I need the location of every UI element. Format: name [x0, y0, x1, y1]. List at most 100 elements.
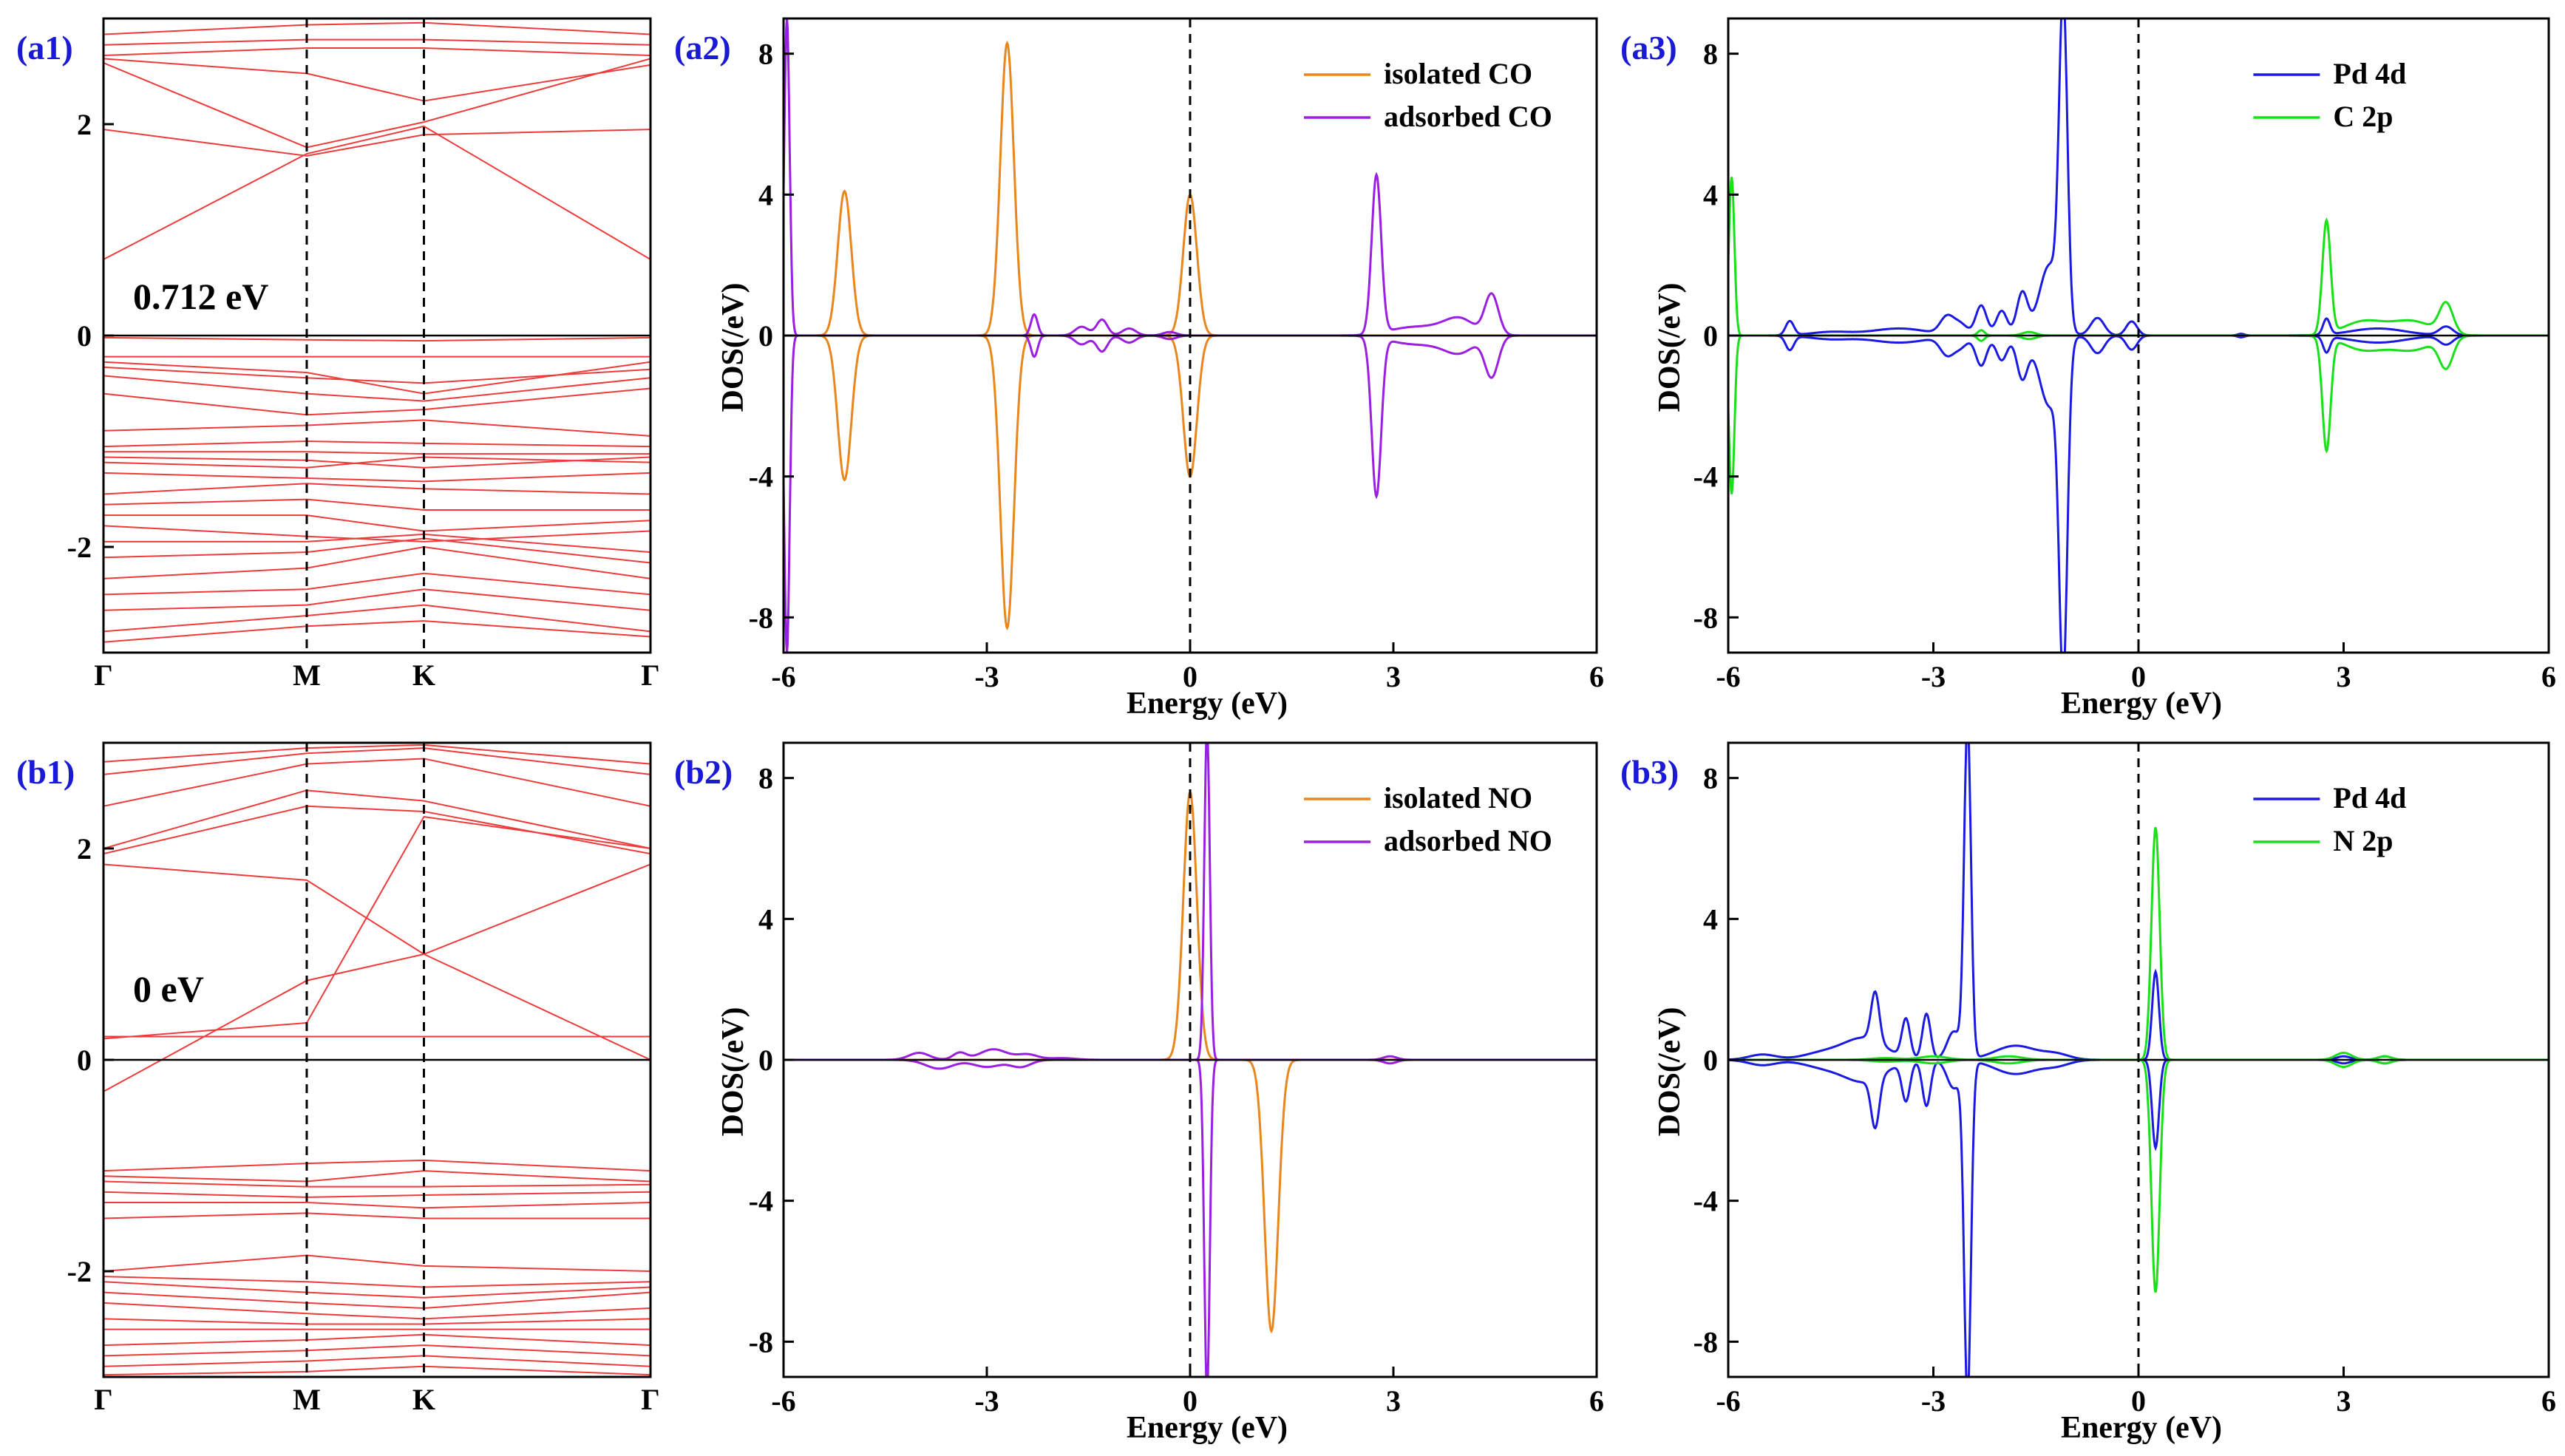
y-tick-label: 2 — [77, 832, 92, 865]
x-tick-label: Γ — [94, 1383, 112, 1416]
x-tick-label: K — [412, 659, 435, 692]
x-tick-label: 0 — [1183, 660, 1197, 693]
band-line — [103, 744, 650, 765]
panel-label-b2: (b2) — [674, 753, 733, 791]
band-line — [103, 1170, 650, 1183]
band-line — [103, 588, 650, 611]
y-tick-label: -2 — [67, 531, 92, 564]
y-tick-label: 8 — [1703, 762, 1718, 795]
band-line — [103, 863, 650, 956]
y-tick-label: 4 — [1703, 902, 1718, 936]
x-tick-label: 3 — [1386, 1384, 1401, 1418]
band-line — [103, 604, 650, 633]
band-line — [103, 545, 650, 579]
band-line — [103, 1159, 650, 1172]
x-tick-label: -6 — [771, 660, 795, 693]
x-tick-label: Γ — [94, 659, 112, 692]
y-tick-label: 2 — [77, 108, 92, 141]
y-tick-label: -2 — [67, 1255, 92, 1288]
x-axis-title-b2: Energy (eV) — [1127, 1411, 1288, 1445]
panel-label-a3: (a3) — [1620, 29, 1677, 67]
panel-label-b1: (b1) — [16, 753, 75, 791]
band-line — [103, 1365, 650, 1376]
band-line — [103, 483, 650, 495]
x-tick-label: M — [293, 659, 321, 692]
pdos-panel-b3: Pd 4d N 2p -6 -3 0 3 6 -8 -4 0 4 8 (b3) Energy (eV) DO… — [1620, 741, 2556, 1445]
band-line — [103, 1212, 650, 1219]
band-line — [103, 1291, 650, 1310]
band-gap-annotation-a1: 0.712 eV — [133, 276, 268, 317]
y-tick-label: 0 — [1703, 1044, 1718, 1077]
x-tick-label: -6 — [771, 1384, 795, 1418]
band-line — [103, 419, 650, 437]
legend-label: isolated NO — [1384, 781, 1532, 814]
band-line — [103, 47, 650, 57]
x-tick-label: K — [412, 1383, 435, 1416]
band-line — [103, 366, 650, 384]
x-tick-label: 3 — [1386, 660, 1401, 693]
band-line — [103, 38, 650, 46]
y-tick-label: 4 — [758, 178, 773, 211]
band-line — [103, 1355, 650, 1367]
band-line — [103, 21, 650, 35]
x-tick-label: -3 — [1921, 660, 1946, 693]
band-line — [103, 472, 650, 483]
y-tick-label: 4 — [1703, 178, 1718, 211]
band-line — [103, 789, 650, 849]
dos-panel-b2: isolated NO adsorbed NO -6 -3 0 3 6 -8 -4 0 4 8 (b2)… — [674, 741, 1604, 1445]
band-line — [103, 456, 650, 469]
panel-label-a2: (a2) — [674, 29, 731, 67]
legend-label: adsorbed CO — [1384, 100, 1552, 133]
dos-curve-down — [1728, 334, 2549, 653]
x-tick-label: 6 — [2541, 660, 2556, 693]
y-tick-label: -8 — [749, 601, 773, 634]
band-line — [103, 440, 650, 448]
band-line — [103, 1180, 650, 1188]
band-line — [103, 533, 650, 554]
band-line — [103, 1333, 650, 1347]
x-tick-label: 6 — [2541, 1384, 2556, 1418]
legend-label: C 2p — [2333, 100, 2393, 133]
y-axis-title-a2: DOS(/eV) — [716, 283, 750, 412]
band-line — [103, 572, 650, 596]
y-tick-label: -4 — [749, 1185, 773, 1218]
band-line — [103, 387, 650, 416]
y-tick-label: -8 — [1693, 601, 1718, 634]
x-tick-label: 0 — [2131, 1384, 2146, 1418]
x-tick-label: 0 — [1183, 1384, 1197, 1418]
band-line — [103, 1344, 650, 1357]
band-structure-panel-a1: -2 0 2 Γ M K Γ (a1) 0.712 eV — [16, 17, 660, 692]
y-tick-label: 0 — [758, 319, 773, 353]
band-line — [103, 456, 650, 469]
bands-group-a1 — [103, 21, 650, 643]
panel-label-b3: (b3) — [1620, 753, 1679, 791]
legend-label: adsorbed NO — [1384, 824, 1552, 857]
band-line — [103, 375, 650, 402]
legend-label: N 2p — [2333, 824, 2393, 857]
y-tick-label: -4 — [749, 460, 773, 494]
y-tick-label: 8 — [758, 762, 773, 795]
band-line — [103, 1191, 650, 1198]
band-line — [103, 747, 650, 775]
x-tick-label: M — [293, 1383, 321, 1416]
y-tick-label: -8 — [1693, 1325, 1718, 1358]
x-axis-title-a3: Energy (eV) — [2061, 687, 2222, 721]
band-line — [103, 758, 650, 807]
band-line — [103, 129, 650, 157]
y-tick-label: -4 — [1693, 1185, 1718, 1218]
x-axis-title-b3: Energy (eV) — [2061, 1411, 2222, 1445]
y-axis-title-b2: DOS(/eV) — [716, 1007, 750, 1137]
x-axis-title-a2: Energy (eV) — [1127, 687, 1288, 721]
x-tick-label: -6 — [1716, 660, 1740, 693]
y-tick-label: 4 — [758, 902, 773, 936]
band-line — [103, 514, 650, 532]
y-tick-label: -4 — [1693, 460, 1718, 494]
legend-label: Pd 4d — [2333, 781, 2406, 814]
band-line — [103, 58, 650, 149]
y-tick-label: 0 — [77, 1044, 92, 1077]
x-tick-label: -3 — [1921, 1384, 1946, 1418]
band-line — [103, 498, 650, 511]
band-line — [103, 1202, 650, 1209]
